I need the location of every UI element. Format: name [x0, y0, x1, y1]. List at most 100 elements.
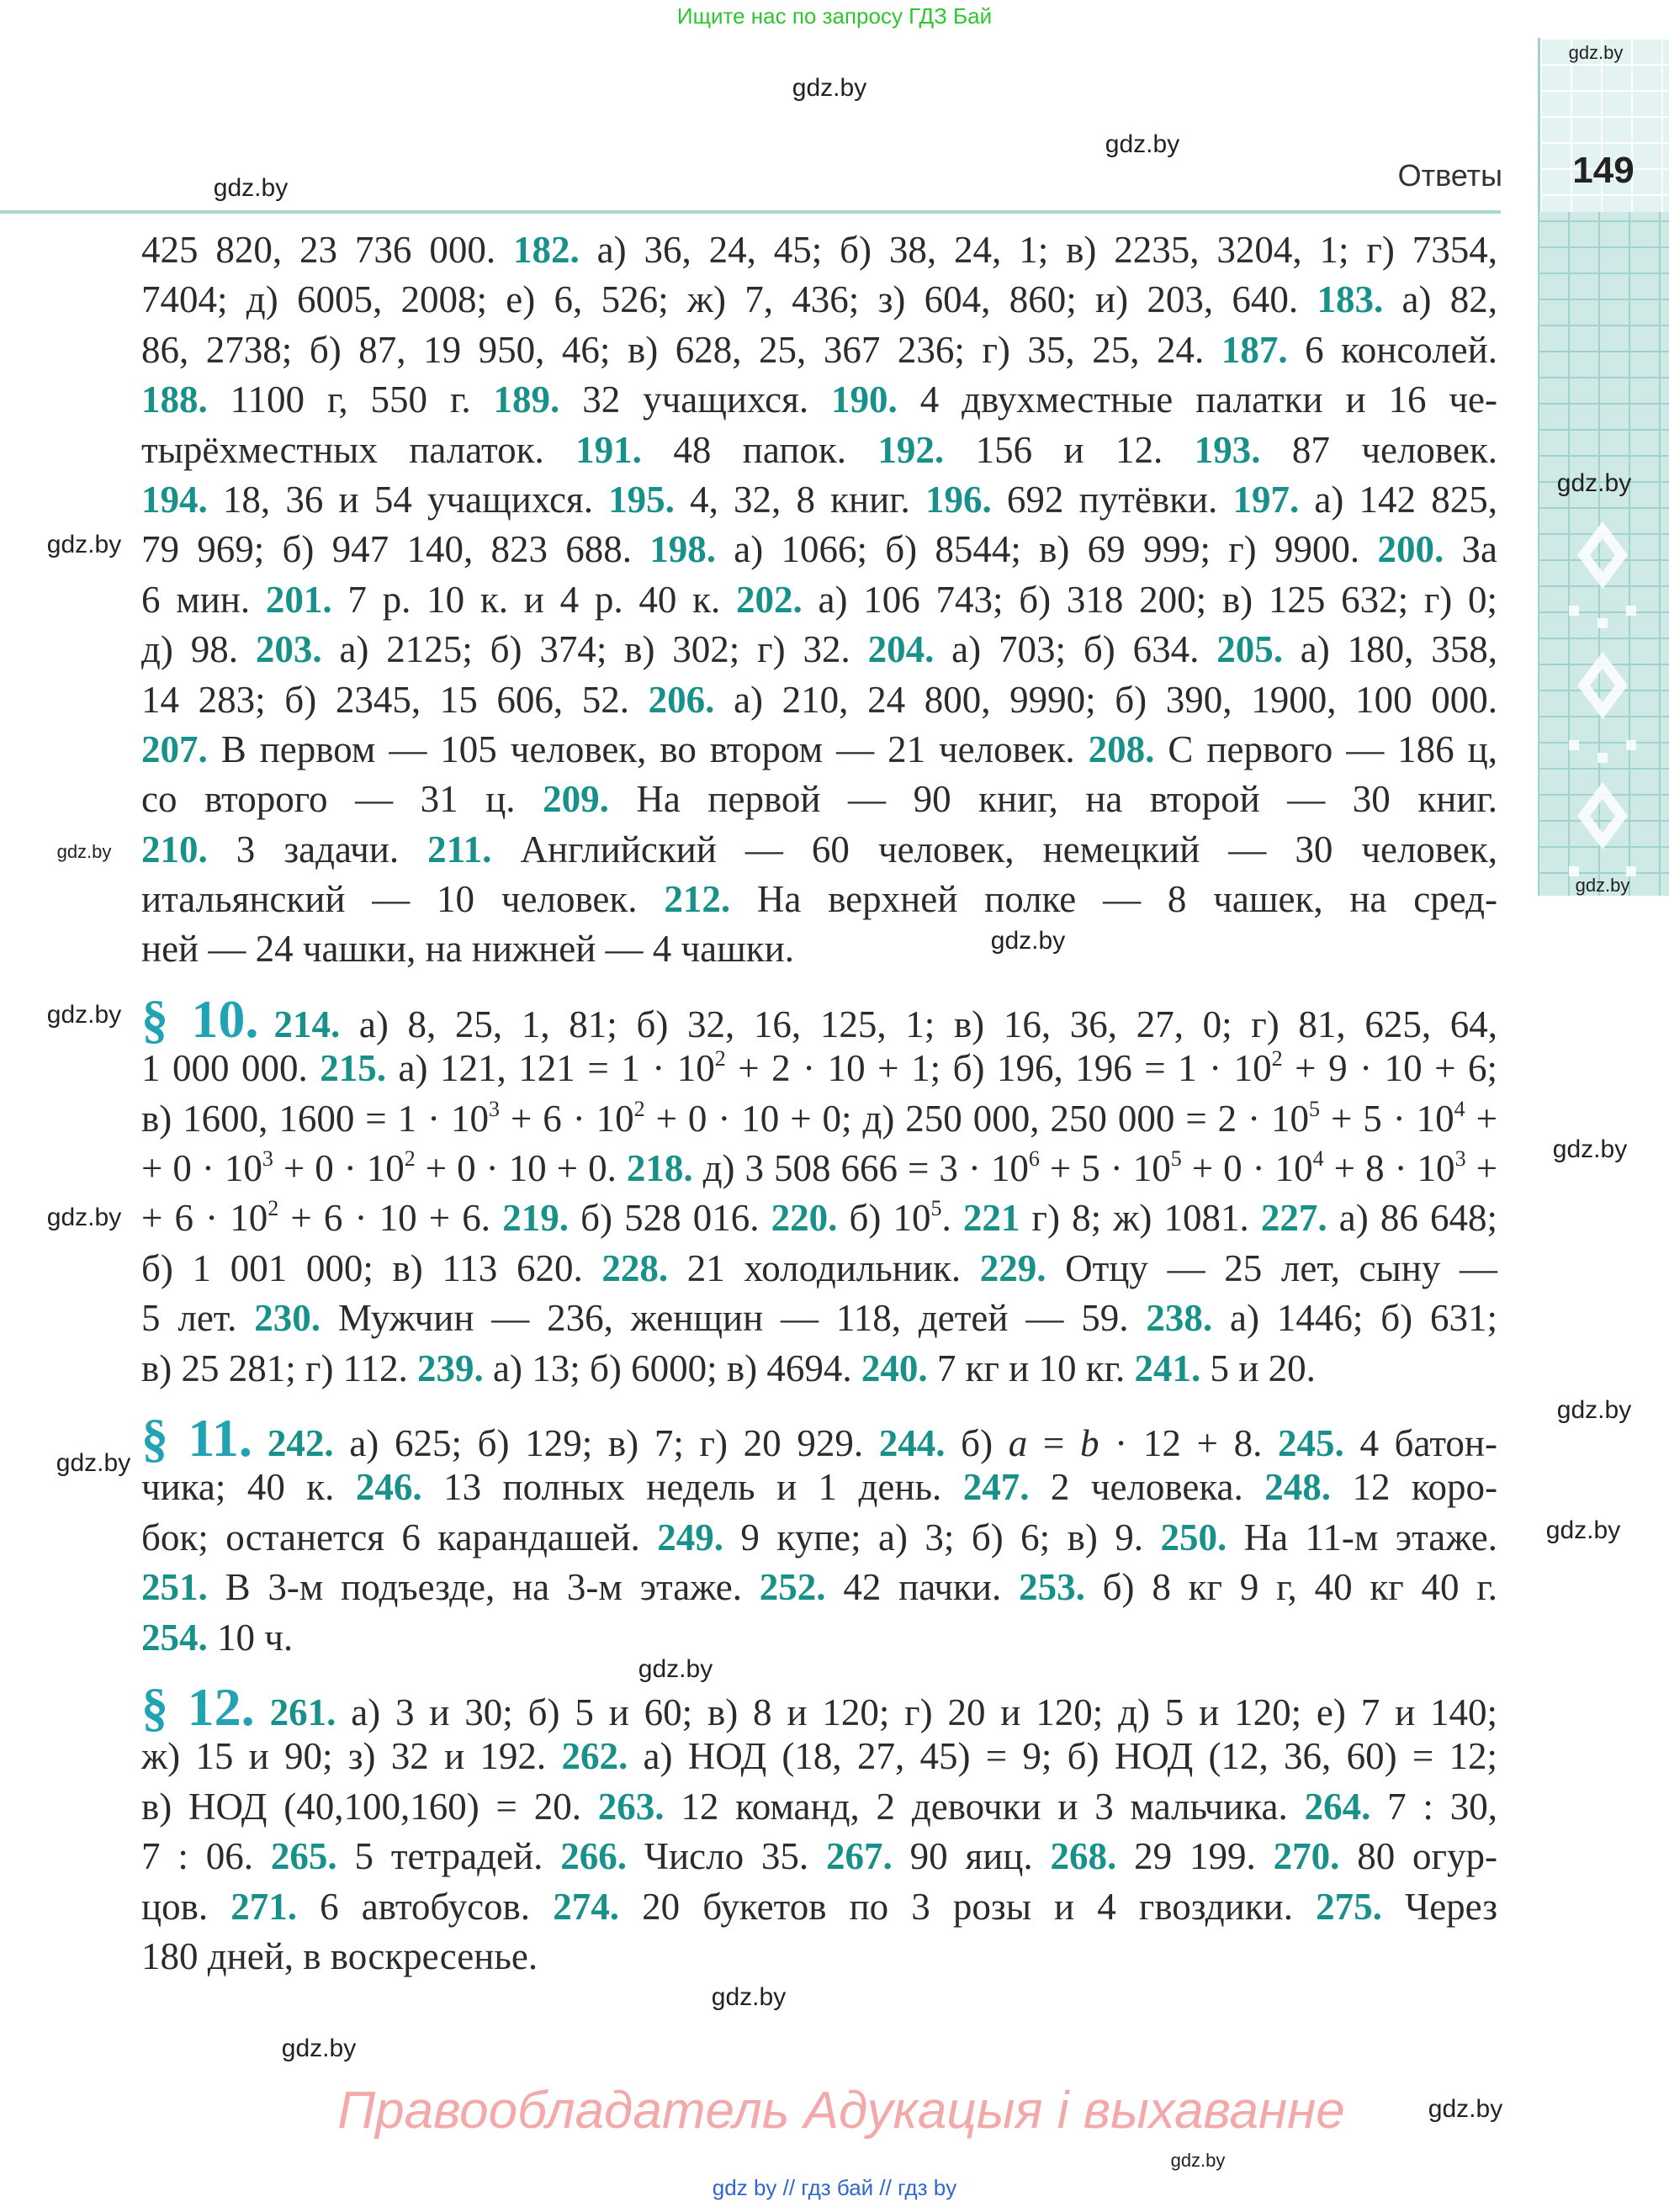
- answer-text: 692 путёвки.: [991, 478, 1233, 521]
- answer-text: д) 3 508 666 = 3 · 10: [692, 1147, 1029, 1190]
- text-line: 7404; д) 6005, 2008; е) 6, 526; ж) 7, 43…: [141, 275, 1497, 325]
- exercise-number: 210.: [141, 828, 208, 871]
- answer-text: 4 батон-: [1343, 1421, 1497, 1464]
- answer-text: 86, 2738; б) 87, 19 950, 46; в) 628, 25,…: [141, 328, 1221, 371]
- exercise-number: 228.: [601, 1246, 669, 1289]
- gdz-watermark: gdz.by: [281, 2035, 357, 2062]
- text-line: со второго — 31 ц. 209. На первой — 90 к…: [141, 775, 1497, 824]
- exercise-number: 227.: [1260, 1197, 1327, 1240]
- exercise-number: 206.: [648, 678, 715, 721]
- exercise-number: 195.: [608, 478, 675, 521]
- answer-text: 7 кг и 10 кг.: [927, 1347, 1135, 1389]
- answer-text: 29 199.: [1116, 1835, 1274, 1878]
- exercise-number: 249.: [657, 1516, 723, 1558]
- text-line: 188. 1100 г, 550 г. 189. 32 учащихся. 19…: [141, 375, 1497, 425]
- answer-text: Мужчин — 236, женщин — 118, детей — 59.: [320, 1297, 1147, 1340]
- answer-text: г) 8; ж) 1081.: [1020, 1197, 1261, 1240]
- footer-links: gdz by // гдз бай // гдз by: [712, 2175, 957, 2200]
- section-heading: § 10.: [141, 988, 259, 1049]
- exercise-number: 241.: [1134, 1347, 1201, 1389]
- text-line: 194. 18, 36 и 54 учащихся. 195. 4, 32, 8…: [141, 475, 1497, 525]
- answer-text: цов.: [141, 1885, 231, 1928]
- answer-text: а) 210, 24 800, 9990; б) 390, 1900, 100 …: [714, 678, 1497, 721]
- running-header: Ответы: [1397, 158, 1502, 193]
- answer-text: а) 1446; б) 631;: [1212, 1297, 1497, 1340]
- answer-text: 5 лет.: [141, 1297, 255, 1340]
- exercise-number: 201.: [265, 578, 332, 621]
- exercise-number: 266.: [560, 1835, 627, 1878]
- exercise-number: 230.: [254, 1297, 321, 1340]
- exercise-number: 214.: [273, 1003, 341, 1045]
- exponent: 3: [262, 1146, 273, 1172]
- exercise-number: 182.: [512, 229, 580, 271]
- exercise-number: 204.: [867, 628, 935, 671]
- gdz-watermark: gdz.by: [711, 1983, 787, 2011]
- text-line: 251. В 3-м подъезде, на 3-м этаже. 252. …: [141, 1563, 1497, 1612]
- exercise-number: 248.: [1264, 1466, 1331, 1509]
- answer-text: итальянский — 10 человек.: [141, 878, 665, 921]
- exercise-number: 238.: [1146, 1297, 1213, 1340]
- exercise-number: 211.: [427, 828, 492, 871]
- answer-text: а) 121, 121 = 1 · 10: [386, 1047, 715, 1090]
- text-line: § 11. 242. а) 625; б) 129; в) 7; г) 20 92…: [141, 1410, 1497, 1464]
- text-line: + 0 · 103 + 0 · 102 + 0 · 10 + 0. 218. д…: [141, 1144, 1497, 1193]
- answer-text: + 0 · 10: [1181, 1147, 1313, 1190]
- answer-text: 87 человек.: [1260, 428, 1497, 471]
- exponent: 5: [1309, 1096, 1321, 1121]
- gdz-watermark: gdz.by: [1552, 1135, 1628, 1163]
- text-line: § 12. 261. а) 3 и 30; б) 5 и 60; в) 8 и 1…: [141, 1680, 1497, 1733]
- gdz-watermark: gdz.by: [638, 1655, 713, 1683]
- exercise-number: 190.: [831, 378, 898, 421]
- answer-text: + 6 · 10: [500, 1097, 634, 1140]
- answer-text: 7 : 30,: [1370, 1785, 1497, 1828]
- exercise-number: 187.: [1221, 328, 1288, 371]
- text-line: б) 1 001 000; в) 113 620. 228. 21 холоди…: [141, 1244, 1497, 1294]
- answer-text: а) 106 743; б) 318 200; в) 125 632; г) 0…: [802, 578, 1498, 621]
- gdz-watermark: gdz.by: [1556, 469, 1632, 497]
- gdz-watermark: gdz.by: [1556, 1396, 1632, 1424]
- gdz-watermark: gdz.by: [990, 927, 1066, 955]
- exponent: 4: [1454, 1096, 1465, 1121]
- answer-text: + 6 · 10: [141, 1197, 268, 1240]
- answer-text: 156 и 12.: [944, 428, 1195, 471]
- text-line: ж) 15 и 90; з) 32 и 192. 262. а) НОД (18…: [141, 1732, 1497, 1781]
- answer-text: Через: [1381, 1885, 1497, 1928]
- exercise-number: 207.: [141, 728, 208, 770]
- answer-text: б) 10: [837, 1197, 931, 1240]
- exponent: 2: [714, 1046, 726, 1072]
- exercise-number: 200.: [1377, 528, 1444, 571]
- exponent: 2: [404, 1146, 416, 1172]
- answer-text: В первом — 105 человек, во втором — 21 ч…: [207, 728, 1089, 770]
- page-number: 149: [1572, 150, 1635, 191]
- text-line: 207. В первом — 105 человек, во втором —…: [141, 725, 1497, 775]
- exercise-number: 193.: [1194, 428, 1261, 471]
- answer-text: + 5 · 10: [1320, 1097, 1454, 1140]
- exponent: 4: [1312, 1146, 1324, 1172]
- exercise-number: 271.: [230, 1885, 297, 1928]
- text-line: 7 : 06. 265. 5 тетрадей. 266. Число 35. …: [141, 1832, 1497, 1881]
- text-line: в) 1600, 1600 = 1 · 103 + 6 · 102 + 0 · …: [141, 1094, 1497, 1144]
- exercise-number: 244.: [878, 1421, 946, 1464]
- text-line: в) 25 281; г) 112. 239. а) 13; б) 6000; …: [141, 1344, 1497, 1394]
- answer-text: + 0 · 10 + 0.: [415, 1147, 627, 1190]
- answer-text: 4 двухместные палатки и 16 че-: [897, 378, 1497, 421]
- answer-text: 1 000 000.: [141, 1047, 321, 1090]
- exercise-number: 242.: [267, 1421, 334, 1464]
- exercise-number: 189.: [493, 378, 560, 421]
- answer-text: чика; 40 к.: [141, 1466, 356, 1509]
- answer-text: а) 13; б) 6000; в) 4694.: [483, 1347, 861, 1389]
- exercise-number: 215.: [320, 1047, 387, 1090]
- answer-text: б) 528 016.: [568, 1197, 771, 1240]
- text-line: 5 лет. 230. Мужчин — 236, женщин — 118, …: [141, 1294, 1497, 1343]
- gdz-watermark: gdz.by: [56, 841, 112, 862]
- answer-text: 20 букетов по 3 розы и 4 гвоздики.: [618, 1885, 1317, 1928]
- page-number-tab: [1538, 38, 1669, 212]
- answer-paragraph: § 11. 242. а) 625; б) 129; в) 7; г) 20 92…: [141, 1410, 1497, 1663]
- exercise-number: 239.: [417, 1347, 484, 1389]
- exponent: 3: [489, 1096, 500, 1121]
- section-heading: § 11.: [141, 1407, 252, 1468]
- exercise-number: 245.: [1278, 1421, 1344, 1464]
- exponent: 5: [930, 1196, 942, 1221]
- answer-text: 6 автобусов.: [296, 1885, 554, 1928]
- text-line: 6 мин. 201. 7 р. 10 к. и 4 р. 40 к. 202.…: [141, 575, 1497, 625]
